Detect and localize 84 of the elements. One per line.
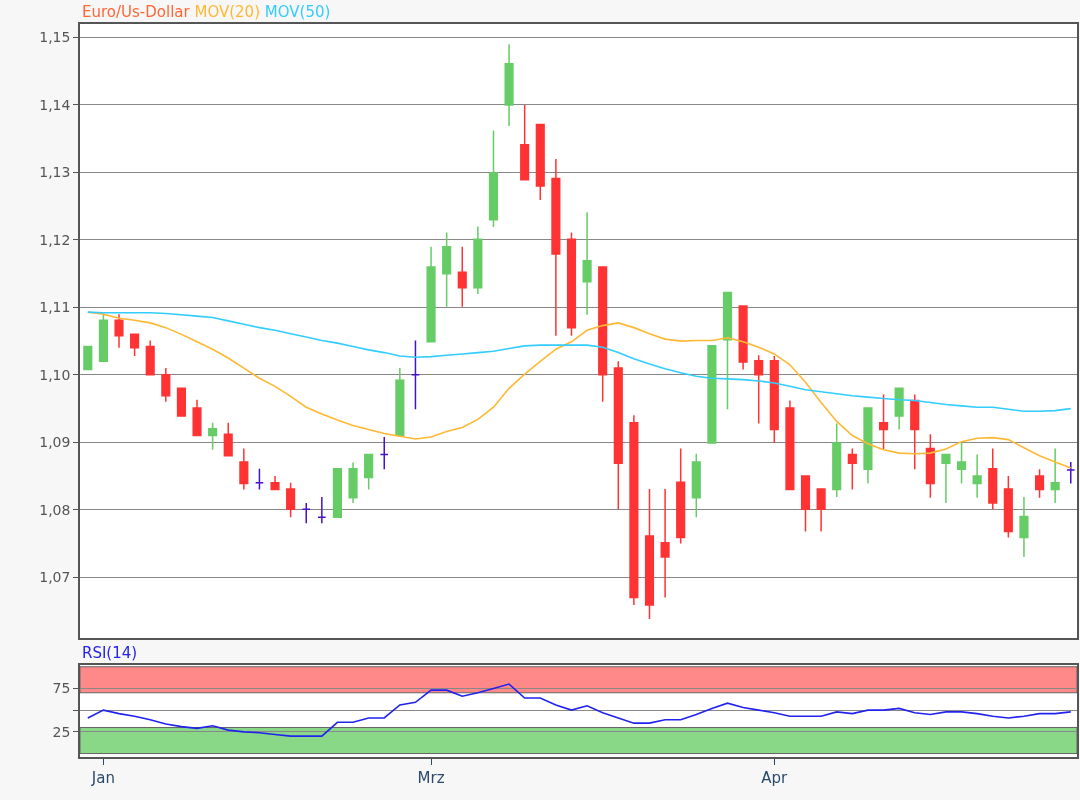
candlestick [457, 245, 467, 308]
y-tick-label: 25 [52, 723, 71, 740]
candlestick [161, 367, 171, 403]
candlestick [894, 387, 904, 431]
candlestick [644, 488, 655, 620]
candlestick [832, 422, 842, 498]
candlestick [504, 43, 514, 127]
text: MOV(50) [264, 3, 331, 21]
candlestick [145, 339, 155, 376]
y-tick-label: 1,13 [39, 164, 71, 181]
y-tick-label: 1,14 [39, 96, 71, 113]
candlestick [426, 245, 436, 343]
x-tick-label: Mrz [417, 768, 445, 787]
candlestick [988, 447, 998, 510]
candlestick [863, 407, 873, 485]
candlestick [1019, 496, 1029, 558]
candlestick [473, 225, 483, 295]
candlestick [535, 123, 545, 201]
candlestick [941, 453, 951, 504]
candlestick [1034, 468, 1045, 499]
candlestick [442, 231, 452, 308]
text: RSI(14) [82, 644, 138, 662]
y-tick-label: 1,10 [39, 366, 71, 383]
y-tick-label: 1,12 [39, 231, 71, 248]
candlestick [488, 129, 499, 228]
candlestick [379, 436, 389, 471]
candlestick [613, 360, 623, 510]
y-tick-label: 1,11 [39, 299, 71, 316]
candlestick [98, 313, 108, 363]
y-tick-label: 75 [52, 680, 71, 697]
candlestick [1003, 475, 1013, 539]
candlestick [910, 393, 920, 471]
candlestick [738, 305, 748, 371]
candlestick [769, 355, 779, 444]
candlestick [83, 345, 93, 371]
candlestick [192, 399, 202, 437]
candlestick [332, 467, 343, 518]
candlestick [520, 104, 530, 181]
candlestick [722, 291, 733, 411]
candlestick [785, 399, 795, 491]
candlestick [270, 475, 280, 491]
x-tick-label: Jan [90, 768, 115, 787]
line-series [87, 683, 1072, 737]
candlestick [239, 447, 249, 491]
candlestick [754, 354, 764, 425]
candlestick [364, 453, 374, 491]
candlestick [691, 453, 701, 518]
y-tick-label: 1,15 [39, 29, 71, 46]
candlestick [348, 461, 358, 504]
candlestick [223, 422, 233, 457]
x-tick-label: Apr [761, 768, 789, 787]
candlestick [254, 467, 264, 491]
candlestick [925, 433, 935, 499]
candlestick [972, 453, 982, 499]
candlestick [582, 211, 592, 316]
candlestick [847, 447, 857, 491]
candlestick [286, 482, 296, 518]
candlestick [317, 496, 327, 525]
y-tick-label: 1,07 [39, 569, 71, 586]
candlestick [660, 488, 670, 599]
candlestick [566, 231, 577, 337]
candlestick [629, 414, 639, 606]
y-tick-label: 1,08 [39, 501, 71, 518]
candlestick [598, 266, 608, 403]
candlestick [130, 333, 140, 357]
text: MOV(20) [194, 3, 261, 21]
candlestick [395, 367, 405, 437]
candlestick [551, 158, 561, 337]
candlestick [800, 475, 811, 533]
candlestick [707, 345, 717, 444]
line-series [87, 311, 1072, 413]
candlestick [410, 339, 421, 411]
candlestick [816, 488, 826, 533]
candlestick [176, 387, 186, 417]
candlestick [114, 313, 124, 349]
chart-title: Euro/Us-Dollar [82, 3, 191, 21]
y-tick-label: 1,09 [39, 434, 71, 451]
candlestick [1050, 447, 1060, 504]
candlestick [1066, 461, 1076, 485]
candlestick [878, 393, 889, 450]
candlestick [676, 447, 686, 545]
candlestick [956, 442, 967, 485]
candlestick [208, 422, 218, 451]
candlestick [301, 502, 311, 525]
